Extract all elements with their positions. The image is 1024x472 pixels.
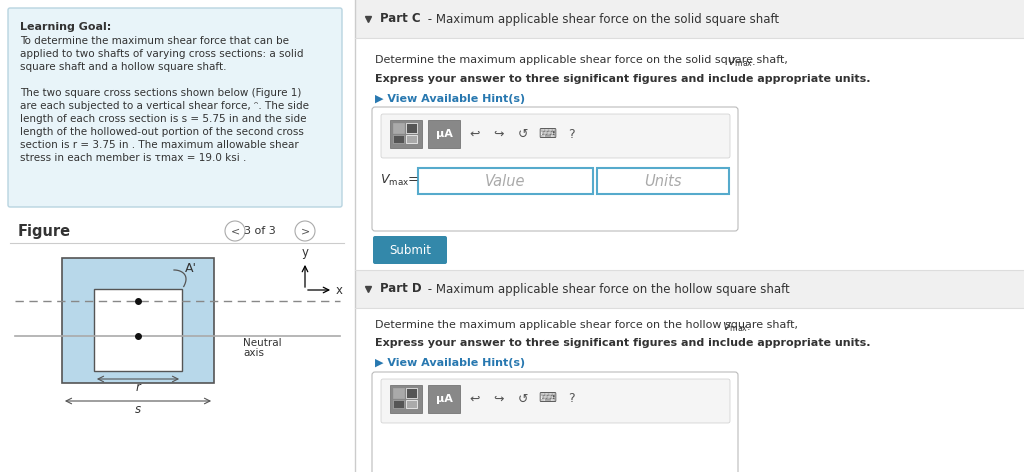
Bar bbox=[418, 168, 593, 194]
FancyBboxPatch shape bbox=[381, 379, 730, 423]
Text: Express your answer to three significant figures and include appropriate units.: Express your answer to three significant… bbox=[375, 74, 870, 84]
Text: $V_{\rm max}$.: $V_{\rm max}$. bbox=[722, 320, 752, 334]
Text: μA: μA bbox=[435, 129, 453, 139]
Text: section is r = 3.75 in . The maximum allowable shear: section is r = 3.75 in . The maximum all… bbox=[20, 140, 299, 150]
Text: ↩: ↩ bbox=[470, 393, 480, 405]
Text: ↩: ↩ bbox=[470, 127, 480, 141]
Text: ▶ View Available Hint(s): ▶ View Available Hint(s) bbox=[375, 94, 525, 104]
Bar bbox=[597, 168, 729, 194]
Bar bbox=[390, 120, 422, 148]
Text: ⌨: ⌨ bbox=[538, 393, 556, 405]
Text: <: < bbox=[230, 226, 240, 236]
Bar bbox=[390, 385, 422, 413]
Text: ?: ? bbox=[567, 393, 574, 405]
Text: length of the hollowed-out portion of the second cross: length of the hollowed-out portion of th… bbox=[20, 127, 304, 137]
Text: Determine the maximum applicable shear force on the hollow square shaft,: Determine the maximum applicable shear f… bbox=[375, 320, 802, 330]
Bar bbox=[406, 135, 417, 143]
Text: >: > bbox=[300, 226, 309, 236]
Text: To determine the maximum shear force that can be: To determine the maximum shear force tha… bbox=[20, 36, 289, 46]
Text: Value: Value bbox=[484, 174, 525, 188]
Text: $V_{\rm max}$: $V_{\rm max}$ bbox=[380, 172, 410, 187]
Text: - Maximum applicable shear force on the solid square shaft: - Maximum applicable shear force on the … bbox=[424, 12, 779, 25]
Text: =: = bbox=[408, 174, 419, 186]
Bar bbox=[428, 120, 460, 148]
Bar bbox=[355, 0, 1024, 38]
Text: s: s bbox=[135, 403, 141, 416]
Text: Neutral: Neutral bbox=[243, 337, 282, 347]
Text: stress in each member is τmax = 19.0 ksi .: stress in each member is τmax = 19.0 ksi… bbox=[20, 153, 247, 163]
Text: y: y bbox=[301, 246, 308, 259]
Bar bbox=[393, 388, 404, 398]
Text: axis: axis bbox=[243, 348, 264, 359]
Bar bbox=[393, 135, 404, 143]
Bar bbox=[393, 400, 404, 408]
Text: Part C: Part C bbox=[380, 12, 421, 25]
Bar bbox=[428, 385, 460, 413]
Text: A': A' bbox=[185, 262, 197, 275]
Bar bbox=[94, 289, 182, 371]
Bar bbox=[393, 123, 404, 133]
Text: ▶ View Available Hint(s): ▶ View Available Hint(s) bbox=[375, 358, 525, 368]
Text: x: x bbox=[336, 284, 343, 296]
Circle shape bbox=[295, 221, 315, 241]
Text: 3 of 3: 3 of 3 bbox=[244, 226, 275, 236]
Bar bbox=[355, 270, 1024, 308]
Text: Express your answer to three significant figures and include appropriate units.: Express your answer to three significant… bbox=[375, 338, 870, 348]
Bar bbox=[62, 258, 214, 383]
Text: ↪: ↪ bbox=[494, 393, 504, 405]
Text: are each subjected to a vertical shear force, ᵔ. The side: are each subjected to a vertical shear f… bbox=[20, 101, 309, 111]
Text: μA: μA bbox=[435, 394, 453, 404]
Text: Determine the maximum applicable shear force on the solid square shaft,: Determine the maximum applicable shear f… bbox=[375, 55, 792, 65]
FancyBboxPatch shape bbox=[372, 107, 738, 231]
Text: ↺: ↺ bbox=[518, 393, 528, 405]
Text: Figure: Figure bbox=[18, 224, 71, 239]
Text: - Maximum applicable shear force on the hollow square shaft: - Maximum applicable shear force on the … bbox=[424, 283, 790, 295]
Bar bbox=[406, 388, 417, 398]
Text: ?: ? bbox=[567, 127, 574, 141]
Text: square shaft and a hollow square shaft.: square shaft and a hollow square shaft. bbox=[20, 62, 226, 72]
Bar bbox=[406, 123, 417, 133]
Text: Learning Goal:: Learning Goal: bbox=[20, 22, 112, 32]
Text: r: r bbox=[135, 381, 140, 394]
Text: Units: Units bbox=[644, 174, 682, 188]
Text: Submit: Submit bbox=[389, 244, 431, 256]
FancyBboxPatch shape bbox=[373, 236, 447, 264]
Text: $V_{\rm max}$.: $V_{\rm max}$. bbox=[727, 55, 757, 69]
FancyBboxPatch shape bbox=[8, 8, 342, 207]
Text: ↪: ↪ bbox=[494, 127, 504, 141]
Text: ↺: ↺ bbox=[518, 127, 528, 141]
FancyBboxPatch shape bbox=[381, 114, 730, 158]
FancyBboxPatch shape bbox=[372, 372, 738, 472]
Bar bbox=[0, 0, 355, 472]
Circle shape bbox=[225, 221, 245, 241]
Text: length of each cross section is s = 5.75 in and the side: length of each cross section is s = 5.75… bbox=[20, 114, 306, 124]
Text: ⌨: ⌨ bbox=[538, 127, 556, 141]
Text: Part D: Part D bbox=[380, 283, 422, 295]
Bar bbox=[406, 400, 417, 408]
Text: The two square cross sections shown below (Figure 1): The two square cross sections shown belo… bbox=[20, 88, 301, 98]
Text: applied to two shafts of varying cross sections: a solid: applied to two shafts of varying cross s… bbox=[20, 49, 303, 59]
